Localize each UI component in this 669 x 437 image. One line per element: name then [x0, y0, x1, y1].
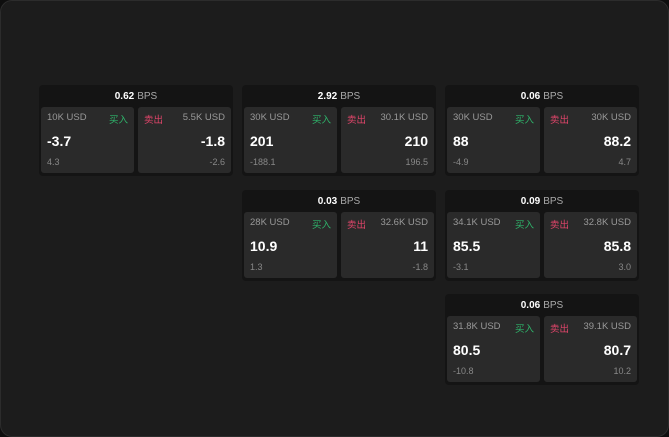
buy-panel[interactable]: 31.8K USD 买入 80.5 -10.8 — [447, 316, 540, 382]
ask-price: 80.7 — [603, 342, 631, 358]
ask-change: 3.0 — [618, 262, 631, 272]
bid-size: 34.1K USD — [453, 217, 501, 228]
bid-change: -188.1 — [250, 157, 276, 167]
spread-unit: BPS — [340, 195, 361, 207]
quote-card: 0.06 BPS 31.8K USD 买入 80.5 -10.8 卖出 39.1K US… — [445, 294, 639, 385]
ask-price: -1.8 — [200, 133, 225, 149]
spread-value: 0.06 — [520, 299, 541, 311]
bid-change: -4.9 — [453, 157, 469, 167]
bid-size: 30K USD — [453, 112, 493, 123]
quote-card: 0.62 BPS 10K USD 买入 -3.7 4.3 卖出 5.5K USD -1.… — [39, 85, 233, 176]
ask-change: 10.2 — [613, 366, 631, 376]
spread-header: 0.06 BPS — [445, 294, 639, 316]
spread-unit: BPS — [543, 90, 564, 102]
bid-price: -3.7 — [47, 133, 72, 149]
buy-panel[interactable]: 30K USD 买入 201 -188.1 — [244, 107, 337, 173]
ask-change: -2.6 — [209, 157, 225, 167]
bid-price: 85.5 — [453, 238, 481, 254]
bid-size: 30K USD — [250, 112, 290, 123]
sell-label: 卖出 — [144, 115, 164, 126]
buy-label: 买入 — [311, 115, 331, 126]
bid-price: 80.5 — [453, 342, 481, 358]
buy-label: 买入 — [514, 220, 534, 231]
sell-label: 卖出 — [550, 220, 570, 231]
ask-price: 88.2 — [603, 133, 631, 149]
buy-label: 买入 — [108, 115, 128, 126]
buy-panel[interactable]: 30K USD 买入 88 -4.9 — [447, 107, 540, 173]
spread-header: 0.06 BPS — [445, 85, 639, 107]
spread-value: 0.62 — [114, 90, 135, 102]
ask-change: 4.7 — [618, 157, 631, 167]
spread-unit: BPS — [543, 299, 564, 311]
bid-change: 1.3 — [250, 262, 263, 272]
spread-value: 0.09 — [520, 195, 541, 207]
quote-card: 2.92 BPS 30K USD 买入 201 -188.1 卖出 30.1K USD … — [242, 85, 436, 176]
spread-unit: BPS — [340, 90, 361, 102]
sell-panel[interactable]: 卖出 5.5K USD -1.8 -2.6 — [138, 107, 231, 173]
spread-value: 0.03 — [317, 195, 338, 207]
ask-size: 32.8K USD — [583, 217, 631, 228]
spread-header: 0.03 BPS — [242, 190, 436, 212]
spread-unit: BPS — [137, 90, 158, 102]
buy-label: 买入 — [514, 115, 534, 126]
spread-value: 0.06 — [520, 90, 541, 102]
ask-change: -1.8 — [412, 262, 428, 272]
ask-size: 30K USD — [591, 112, 631, 123]
quote-card: 0.06 BPS 30K USD 买入 88 -4.9 卖出 30K USD 88.2 4… — [445, 85, 639, 176]
bid-price: 10.9 — [250, 238, 278, 254]
bid-price: 201 — [250, 133, 274, 149]
bid-size: 31.8K USD — [453, 321, 501, 332]
bid-change: 4.3 — [47, 157, 60, 167]
sell-label: 卖出 — [347, 220, 367, 231]
sell-panel[interactable]: 卖出 39.1K USD 80.7 10.2 — [544, 316, 637, 382]
buy-label: 买入 — [514, 324, 534, 335]
bid-size: 10K USD — [47, 112, 87, 123]
ask-size: 5.5K USD — [182, 112, 225, 123]
spread-header: 0.62 BPS — [39, 85, 233, 107]
bid-price: 88 — [453, 133, 469, 149]
sell-label: 卖出 — [347, 115, 367, 126]
ask-price: 85.8 — [603, 238, 631, 254]
spread-value: 2.92 — [317, 90, 338, 102]
quote-card: 0.09 BPS 34.1K USD 买入 85.5 -3.1 卖出 32.8K USD… — [445, 190, 639, 281]
buy-panel[interactable]: 34.1K USD 买入 85.5 -3.1 — [447, 212, 540, 278]
spread-unit: BPS — [543, 195, 564, 207]
ask-change: 196.5 — [405, 157, 428, 167]
bid-change: -3.1 — [453, 262, 469, 272]
bid-change: -10.8 — [453, 366, 474, 376]
bid-size: 28K USD — [250, 217, 290, 228]
buy-panel[interactable]: 10K USD 买入 -3.7 4.3 — [41, 107, 134, 173]
sell-panel[interactable]: 卖出 30.1K USD 210 196.5 — [341, 107, 434, 173]
sell-panel[interactable]: 卖出 30K USD 88.2 4.7 — [544, 107, 637, 173]
ask-size: 32.6K USD — [380, 217, 428, 228]
sell-label: 卖出 — [550, 324, 570, 335]
spread-header: 0.09 BPS — [445, 190, 639, 212]
buy-label: 买入 — [311, 220, 331, 231]
spread-header: 2.92 BPS — [242, 85, 436, 107]
buy-panel[interactable]: 28K USD 买入 10.9 1.3 — [244, 212, 337, 278]
sell-panel[interactable]: 卖出 32.6K USD 11 -1.8 — [341, 212, 434, 278]
quote-card: 0.03 BPS 28K USD 买入 10.9 1.3 卖出 32.6K USD 11… — [242, 190, 436, 281]
ask-price: 11 — [413, 238, 428, 254]
sell-label: 卖出 — [550, 115, 570, 126]
ask-size: 39.1K USD — [583, 321, 631, 332]
sell-panel[interactable]: 卖出 32.8K USD 85.8 3.0 — [544, 212, 637, 278]
ask-price: 210 — [404, 133, 428, 149]
ask-size: 30.1K USD — [380, 112, 428, 123]
